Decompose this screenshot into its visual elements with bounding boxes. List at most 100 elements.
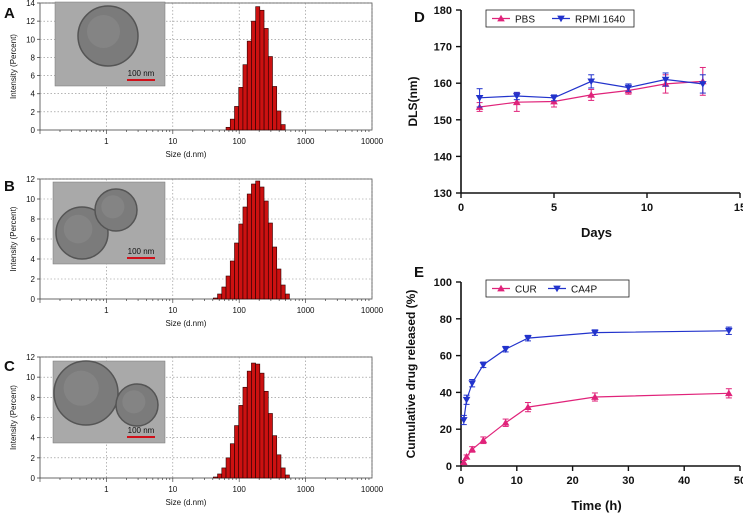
x-tick-label: 100 — [233, 485, 247, 494]
x-tick-label: 10 — [168, 306, 177, 315]
x-tick-label: 1 — [104, 485, 109, 494]
triangle-down-marker — [475, 94, 484, 102]
y-tick-label: 8 — [31, 393, 36, 402]
histogram-bar — [229, 260, 235, 300]
triangle-up-marker — [468, 445, 476, 453]
legend: PBS RPMI 1640 — [485, 9, 635, 28]
histogram-bar — [242, 64, 248, 131]
x-axis-title: Size (d.nm) — [166, 319, 207, 328]
histogram-bar — [221, 467, 227, 479]
triangle-up-marker — [524, 403, 532, 410]
legend-label: CA4P — [571, 285, 597, 296]
y-tick-label: 8 — [31, 53, 36, 62]
histogram-bar — [225, 275, 231, 300]
scale-bar-label: 100 nm — [128, 426, 155, 435]
triangle-up-marker — [591, 393, 599, 400]
x-tick-label: 1000 — [297, 306, 315, 315]
histogram-bar — [251, 362, 256, 479]
y-tick-label: 130 — [434, 188, 452, 200]
y-tick-label: 0 — [31, 295, 36, 304]
x-tick-label: 100 — [233, 306, 247, 315]
series-ca4p — [459, 326, 733, 426]
legend: CUR CA4P — [485, 279, 630, 298]
triangle-down-marker — [462, 396, 471, 404]
histogram-bar — [229, 443, 235, 479]
panel-label: A — [4, 5, 15, 22]
histogram-bar — [272, 86, 278, 131]
y-axis-title: Intensity (Percent) — [9, 34, 18, 99]
histogram-bar — [238, 87, 244, 131]
x-tick-label: 40 — [678, 475, 690, 487]
x-tick-label: 50 — [734, 475, 743, 487]
y-tick-label: 14 — [26, 0, 35, 8]
triangle-up-marker — [479, 436, 488, 444]
tem-inset-image: 100 nm — [52, 360, 166, 444]
x-tick-label: 10000 — [361, 306, 384, 315]
histogram-bar — [246, 40, 252, 131]
y-tick-label: 150 — [434, 115, 452, 127]
triangle-down-marker — [725, 327, 733, 335]
histogram-bar — [255, 363, 261, 479]
histogram-bar — [246, 370, 252, 479]
y-tick-label: 180 — [434, 5, 452, 17]
histogram-bar — [221, 286, 227, 300]
triangle-up-marker — [497, 284, 505, 292]
histogram-bar — [276, 110, 282, 131]
nanoparticle-core — [101, 195, 125, 219]
histogram-bar — [225, 457, 231, 479]
histogram-bar — [259, 186, 265, 300]
triangle-down-marker — [501, 346, 510, 353]
panel-label: D — [414, 9, 425, 26]
histogram-bar — [234, 106, 239, 131]
triangle-down-marker — [459, 417, 468, 424]
triangle-up-marker — [497, 14, 505, 22]
x-tick-label: 10000 — [361, 485, 384, 494]
histogram-bar — [268, 56, 273, 131]
y-tick-label: 170 — [434, 42, 452, 54]
triangle-up-marker — [459, 458, 468, 466]
triangle-down-marker — [624, 84, 633, 92]
histogram-bar — [234, 425, 239, 479]
y-tick-label: 12 — [26, 17, 35, 26]
y-axis-title: Intensity (Percent) — [9, 385, 18, 450]
legend-label: RPMI 1640 — [575, 15, 625, 26]
y-axis-title: Cumulative drug released (%) — [404, 290, 418, 459]
histogram-bar — [242, 386, 248, 479]
histogram-bar — [263, 390, 269, 479]
histogram-bar — [238, 405, 244, 479]
panel-c: C 0 2 4 6 8 10 12 1 10 100 1000 10000 Size (d.nm) Inte… — [4, 353, 384, 507]
histogram-bar — [259, 9, 265, 131]
y-tick-label: 10 — [26, 35, 35, 44]
histogram-bar — [213, 297, 218, 300]
y-tick-label: 4 — [31, 90, 36, 99]
histogram-bar — [259, 372, 265, 479]
y-axis-title: DLS(nm) — [406, 77, 420, 127]
series-rpmi-1640 — [475, 72, 707, 108]
nanoparticle-core — [122, 390, 146, 414]
histogram-bar — [276, 454, 282, 479]
y-tick-label: 8 — [31, 215, 36, 224]
scale-bar-label: 100 nm — [128, 69, 155, 78]
nanoparticle-core — [63, 370, 99, 406]
y-tick-label: 2 — [31, 275, 36, 284]
panel-label: C — [4, 358, 15, 375]
triangle-down-marker — [699, 81, 707, 88]
x-tick-label: 5 — [551, 202, 557, 214]
triangle-down-marker — [591, 329, 599, 337]
panel-label: B — [4, 178, 15, 195]
legend-label: PBS — [515, 15, 535, 26]
histogram-bar — [255, 6, 261, 131]
histogram-bar — [238, 223, 244, 300]
y-tick-label: 12 — [26, 175, 35, 184]
x-tick-label: 10000 — [361, 137, 384, 146]
triangle-up-marker — [513, 98, 521, 106]
histogram-bar — [263, 200, 269, 300]
histogram-bar — [255, 180, 261, 300]
x-axis-title: Time (h) — [571, 498, 621, 513]
histogram-bar — [280, 124, 286, 131]
histogram-bar — [272, 435, 278, 479]
triangle-down-marker — [479, 361, 488, 369]
y-tick-label: 0 — [446, 461, 452, 473]
y-tick-label: 80 — [440, 314, 452, 326]
x-axis-title: Size (d.nm) — [166, 150, 207, 159]
